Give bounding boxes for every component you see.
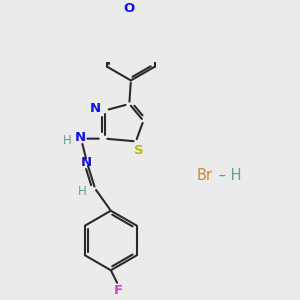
Text: N: N	[81, 156, 92, 170]
Text: F: F	[114, 284, 123, 297]
Text: N: N	[75, 131, 86, 144]
Text: Br: Br	[197, 168, 213, 183]
Text: S: S	[134, 144, 144, 157]
Text: O: O	[123, 2, 134, 15]
Text: H: H	[63, 134, 71, 147]
Text: N: N	[90, 102, 101, 116]
Text: – H: – H	[214, 168, 242, 183]
Text: H: H	[78, 185, 87, 198]
